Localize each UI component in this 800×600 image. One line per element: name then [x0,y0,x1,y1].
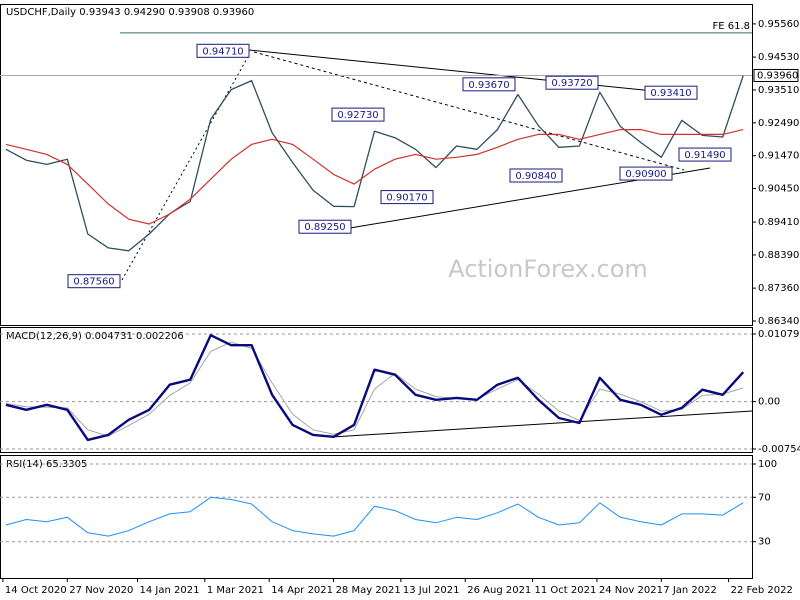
y-tick-label: 0.92490 [758,118,799,129]
annotation-box [545,75,599,90]
y-tick-label: 0.91470 [758,151,799,162]
y-tick-label: 0.95560 [758,19,799,30]
annotation-box [67,274,121,289]
x-tick-label: 28 May 2021 [336,585,401,596]
last-price-box [753,68,799,82]
annotation-label: 0.93670 [468,80,509,91]
trendline [248,49,694,96]
annotation-label: 0.93720 [551,78,592,89]
panel-title: MACD(12,26,9) 0.004731 0.002206 [6,331,184,342]
y-tick-label: 0.94530 [758,52,799,63]
trendline [331,410,753,438]
y-tick-label: 0.00 [758,397,780,408]
y-tick-label: 0.88390 [758,250,799,261]
x-tick-label: 14 Apr 2021 [271,585,333,596]
x-tick-label: 27 Nov 2020 [69,585,133,596]
annotation-box [331,107,385,122]
x-tick-label: 7 Jan 2022 [663,585,717,596]
annotation-box [644,85,698,100]
annotation-box [196,43,250,58]
series-line [5,341,744,437]
x-tick-label: 26 Aug 2021 [467,585,531,596]
panel-title: USDCHF,Daily 0.93943 0.94290 0.93908 0.9… [6,7,254,18]
annotation-box [509,168,563,183]
y-tick-label: 100 [758,459,777,470]
annotation-label: 0.90840 [515,171,556,182]
y-tick-label: 0.010797 [758,329,800,340]
annotation-label: 0.91490 [684,150,725,161]
x-tick-label: 13 Jul 2021 [403,585,460,596]
fe-label: FE 61.8 [712,21,750,32]
annotation-label: 0.90170 [386,193,427,204]
x-tick-label: 14 Oct 2020 [5,585,67,596]
series-line [5,496,744,537]
series-line [5,129,744,225]
y-tick-label: 0.86340 [758,316,799,327]
x-tick-label: 11 Oct 2021 [535,585,597,596]
price-panel-frame [0,4,753,326]
macd-panel-frame [0,327,753,453]
y-tick-label: 0.87360 [758,283,799,294]
x-tick-label: 24 Nov 2021 [599,585,663,596]
x-tick-label: 22 Feb 2022 [731,585,793,596]
x-tick-label: 14 Jan 2021 [140,585,200,596]
y-tick-label: 70 [758,492,771,503]
annotation-label: 0.90900 [625,169,666,180]
series-line [5,75,744,252]
y-tick-label: 0.90450 [758,184,799,195]
y-tick-label: 0.93510 [758,85,799,96]
x-tick-label: 1 Mar 2021 [207,585,264,596]
annotation-label: 0.93410 [650,88,691,99]
annotation-box [678,147,732,162]
annotation-label: 0.87560 [73,277,114,288]
trendline [121,54,250,281]
series-line [5,334,745,442]
panel-title: RSI(14) 65.3305 [6,459,87,470]
annotation-box [619,166,673,181]
last-price-label: 0.93960 [757,70,798,81]
watermark: ActionForex.com [448,255,648,283]
annotation-box [462,77,516,92]
annotation-box [298,219,352,234]
annotation-label: 0.89250 [304,222,345,233]
trendline [253,51,685,171]
annotation-label: 0.92730 [337,110,378,121]
annotation-box [380,190,434,205]
y-tick-label: 30 [758,537,771,548]
y-tick-label: 0.89410 [758,217,799,228]
rsi-panel-frame [0,455,753,579]
annotation-label: 0.94710 [202,46,243,57]
y-tick-label: -0.007548 [758,444,800,455]
